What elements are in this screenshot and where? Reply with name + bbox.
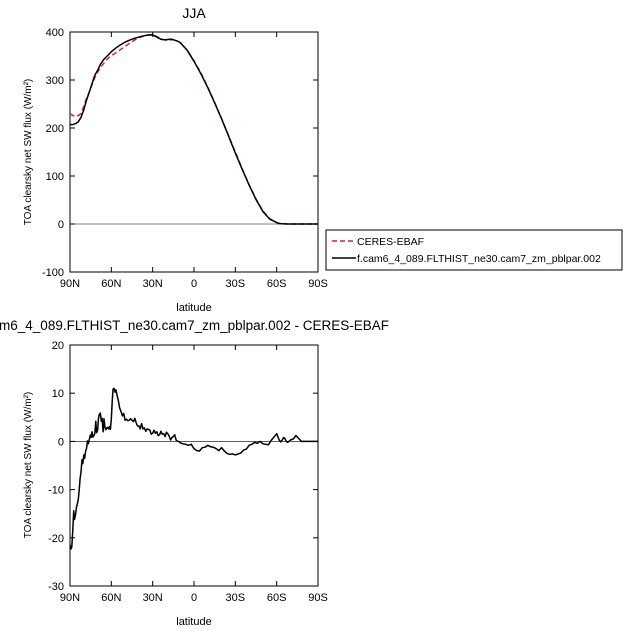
x-tick-label: 90N bbox=[60, 278, 80, 290]
x-tick-label: 0 bbox=[191, 592, 197, 604]
y-tick-label: -20 bbox=[48, 533, 64, 545]
x-tick-label: 30S bbox=[226, 278, 246, 290]
series-line-1 bbox=[70, 34, 318, 225]
y-tick-label: 20 bbox=[52, 340, 64, 352]
chart-title: JJA bbox=[182, 5, 206, 21]
difference-line bbox=[69, 387, 318, 550]
plot-frame bbox=[69, 31, 319, 273]
chart-title: m6_4_089.FLTHIST_ne30.cam7_zm_pblpar.002… bbox=[0, 318, 389, 333]
y-tick-label: 100 bbox=[46, 171, 64, 183]
x-tick-label: 60N bbox=[101, 592, 121, 604]
y-axis-ticks: -100 0 100 200 300 400 bbox=[42, 27, 318, 279]
series-lines bbox=[69, 34, 318, 225]
x-tick-label: 90N bbox=[60, 592, 80, 604]
legend-label-model: f.cam6_4_089.FLTHIST_ne30.cam7_zm_pblpar… bbox=[357, 253, 601, 265]
y-tick-label: 400 bbox=[46, 27, 64, 39]
x-tick-label: 90S bbox=[308, 592, 328, 604]
x-tick-label: 60S bbox=[267, 592, 287, 604]
y-tick-label: 200 bbox=[46, 123, 64, 135]
x-tick-label: 30N bbox=[143, 592, 163, 604]
x-axis-label: latitude bbox=[176, 302, 211, 314]
y-tick-label: -10 bbox=[48, 485, 64, 497]
y-tick-label: 10 bbox=[52, 388, 64, 400]
x-axis-ticks: 90N 60N 30N 0 30S 60S 90S bbox=[60, 32, 328, 290]
legend-label-ceres: CERES-EBAF bbox=[357, 236, 424, 248]
x-tick-label: 30S bbox=[226, 592, 246, 604]
y-tick-label: 0 bbox=[58, 436, 64, 448]
y-axis-ticks: -30 -20 -10 0 10 20 bbox=[48, 340, 318, 593]
y-axis-label: TOA clearsky net SW flux (W/m²) bbox=[23, 392, 34, 539]
y-tick-label: 300 bbox=[46, 75, 64, 87]
x-axis-label: latitude bbox=[176, 616, 211, 628]
series-line-0 bbox=[69, 34, 318, 225]
x-tick-label: 0 bbox=[191, 278, 197, 290]
x-tick-label: 60N bbox=[101, 278, 121, 290]
y-tick-label: -100 bbox=[42, 267, 64, 279]
x-tick-label: 60S bbox=[267, 278, 287, 290]
chart-bottom-panel: m6_4_089.FLTHIST_ne30.cam7_zm_pblpar.002… bbox=[0, 318, 389, 628]
x-tick-label: 30N bbox=[143, 278, 163, 290]
y-axis-label: TOA clearsky net SW flux (W/m²) bbox=[23, 79, 34, 226]
x-tick-label: 90S bbox=[308, 278, 328, 290]
y-tick-label: -30 bbox=[48, 581, 64, 593]
plot-frame bbox=[69, 344, 319, 587]
series-lines bbox=[69, 387, 318, 550]
legend: CERES-EBAF f.cam6_4_089.FLTHIST_ne30.cam… bbox=[325, 229, 623, 271]
y-tick-label: 0 bbox=[58, 219, 64, 231]
x-axis-ticks: 90N 60N 30N 0 30S 60S 90S bbox=[60, 345, 328, 604]
legend-box bbox=[325, 229, 623, 271]
